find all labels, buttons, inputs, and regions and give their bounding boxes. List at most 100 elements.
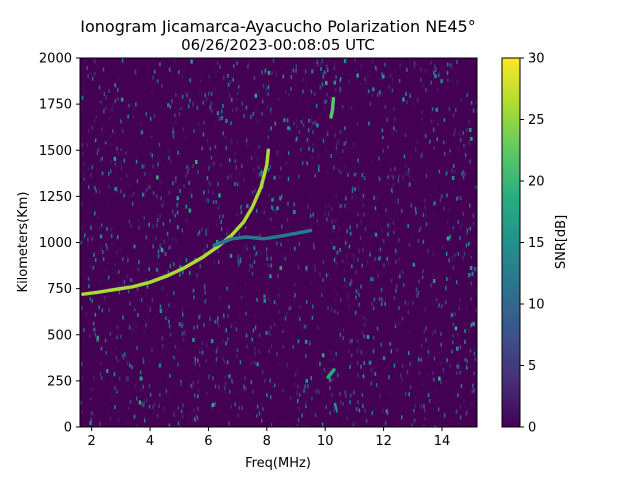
noise-speck (464, 153, 467, 157)
noise-speck (408, 379, 410, 384)
noise-speck (377, 92, 379, 97)
noise-speck (135, 371, 137, 376)
noise-speck (102, 208, 104, 213)
noise-speck (256, 362, 259, 367)
noise-speck (354, 172, 357, 177)
noise-speck (223, 75, 225, 80)
noise-speck (356, 421, 358, 426)
noise-speck (128, 63, 130, 68)
noise-speck (164, 307, 167, 312)
noise-speck (238, 316, 241, 321)
noise-speck (175, 347, 177, 352)
noise-speck (293, 382, 296, 387)
noise-speck (255, 343, 257, 348)
noise-speck (237, 165, 239, 170)
noise-speck (333, 66, 336, 71)
noise-speck (373, 349, 375, 354)
noise-speck (123, 74, 125, 79)
noise-speck (163, 239, 165, 244)
noise-speck (237, 84, 240, 89)
noise-speck (370, 221, 372, 226)
noise-speck (201, 350, 204, 355)
noise-speck (258, 145, 261, 150)
noise-speck (388, 319, 390, 324)
noise-speck (464, 357, 467, 362)
noise-speck (270, 126, 272, 131)
noise-speck (263, 294, 266, 299)
noise-speck (136, 382, 138, 387)
noise-speck (100, 346, 103, 351)
colorbar-label: SNR[dB] (554, 215, 569, 269)
noise-speck (438, 350, 440, 355)
noise-speck (255, 108, 257, 113)
noise-speck (310, 115, 313, 120)
noise-speck (141, 402, 144, 407)
noise-speck (438, 73, 440, 78)
noise-speck (111, 102, 114, 107)
noise-speck (195, 160, 198, 164)
noise-speck (207, 184, 209, 189)
noise-speck (357, 257, 359, 262)
noise-speck (161, 375, 164, 380)
noise-speck (281, 363, 283, 368)
noise-speck (381, 180, 384, 185)
noise-speck (336, 311, 339, 315)
noise-speck (203, 175, 206, 180)
noise-speck (136, 271, 139, 276)
x-tick-label: 14 (434, 434, 451, 449)
noise-speck (194, 361, 196, 366)
noise-speck (397, 404, 399, 409)
noise-speck (102, 257, 105, 261)
noise-speck (407, 218, 409, 223)
noise-speck (173, 413, 175, 417)
noise-speck (159, 214, 161, 219)
noise-speck (352, 147, 355, 152)
noise-speck (298, 406, 300, 411)
noise-speck (335, 146, 338, 151)
noise-speck (372, 277, 374, 282)
noise-speck (455, 186, 458, 191)
noise-speck (84, 233, 86, 238)
noise-speck (420, 132, 422, 137)
noise-speck (208, 374, 210, 379)
noise-speck (145, 188, 148, 193)
noise-speck (295, 64, 298, 69)
noise-speck (289, 396, 292, 400)
noise-speck (457, 362, 459, 367)
noise-speck (346, 416, 349, 421)
noise-speck (267, 303, 269, 308)
noise-speck (287, 202, 289, 206)
noise-speck (221, 109, 223, 114)
noise-speck (365, 185, 367, 190)
noise-speck (258, 411, 261, 416)
noise-speck (378, 90, 381, 95)
noise-speck (154, 69, 156, 74)
noise-speck (99, 102, 102, 107)
noise-speck (196, 410, 199, 415)
noise-speck (211, 108, 213, 113)
noise-speck (189, 413, 192, 418)
noise-speck (141, 164, 144, 169)
noise-speck (363, 334, 366, 339)
noise-speck (341, 155, 343, 160)
noise-speck (460, 137, 462, 142)
noise-speck (169, 264, 172, 269)
noise-speck (150, 89, 152, 94)
noise-speck (271, 197, 274, 202)
noise-speck (91, 236, 93, 241)
noise-speck (344, 97, 347, 101)
noise-speck (311, 396, 313, 401)
noise-speck (264, 122, 267, 127)
noise-speck (405, 164, 407, 168)
noise-speck (86, 344, 89, 349)
noise-speck (286, 324, 289, 329)
noise-speck (236, 91, 239, 96)
noise-speck (117, 96, 119, 101)
noise-speck (466, 93, 468, 98)
noise-speck (91, 165, 94, 169)
noise-speck (266, 105, 269, 110)
noise-speck (313, 384, 315, 389)
noise-speck (424, 416, 426, 421)
noise-speck (343, 421, 345, 426)
noise-speck (316, 339, 319, 344)
